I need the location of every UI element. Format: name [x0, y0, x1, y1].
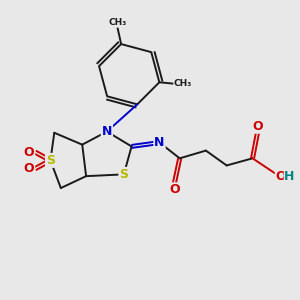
Text: O: O — [275, 170, 286, 183]
Text: O: O — [24, 146, 34, 159]
Text: N: N — [102, 125, 112, 138]
Text: O: O — [252, 120, 263, 133]
Text: N: N — [154, 136, 165, 149]
Text: S: S — [46, 154, 55, 167]
Text: CH₃: CH₃ — [174, 79, 192, 88]
Text: CH₃: CH₃ — [108, 18, 127, 27]
Text: S: S — [119, 168, 128, 181]
Text: O: O — [169, 183, 180, 196]
Text: O: O — [24, 162, 34, 175]
Text: H: H — [284, 170, 295, 183]
